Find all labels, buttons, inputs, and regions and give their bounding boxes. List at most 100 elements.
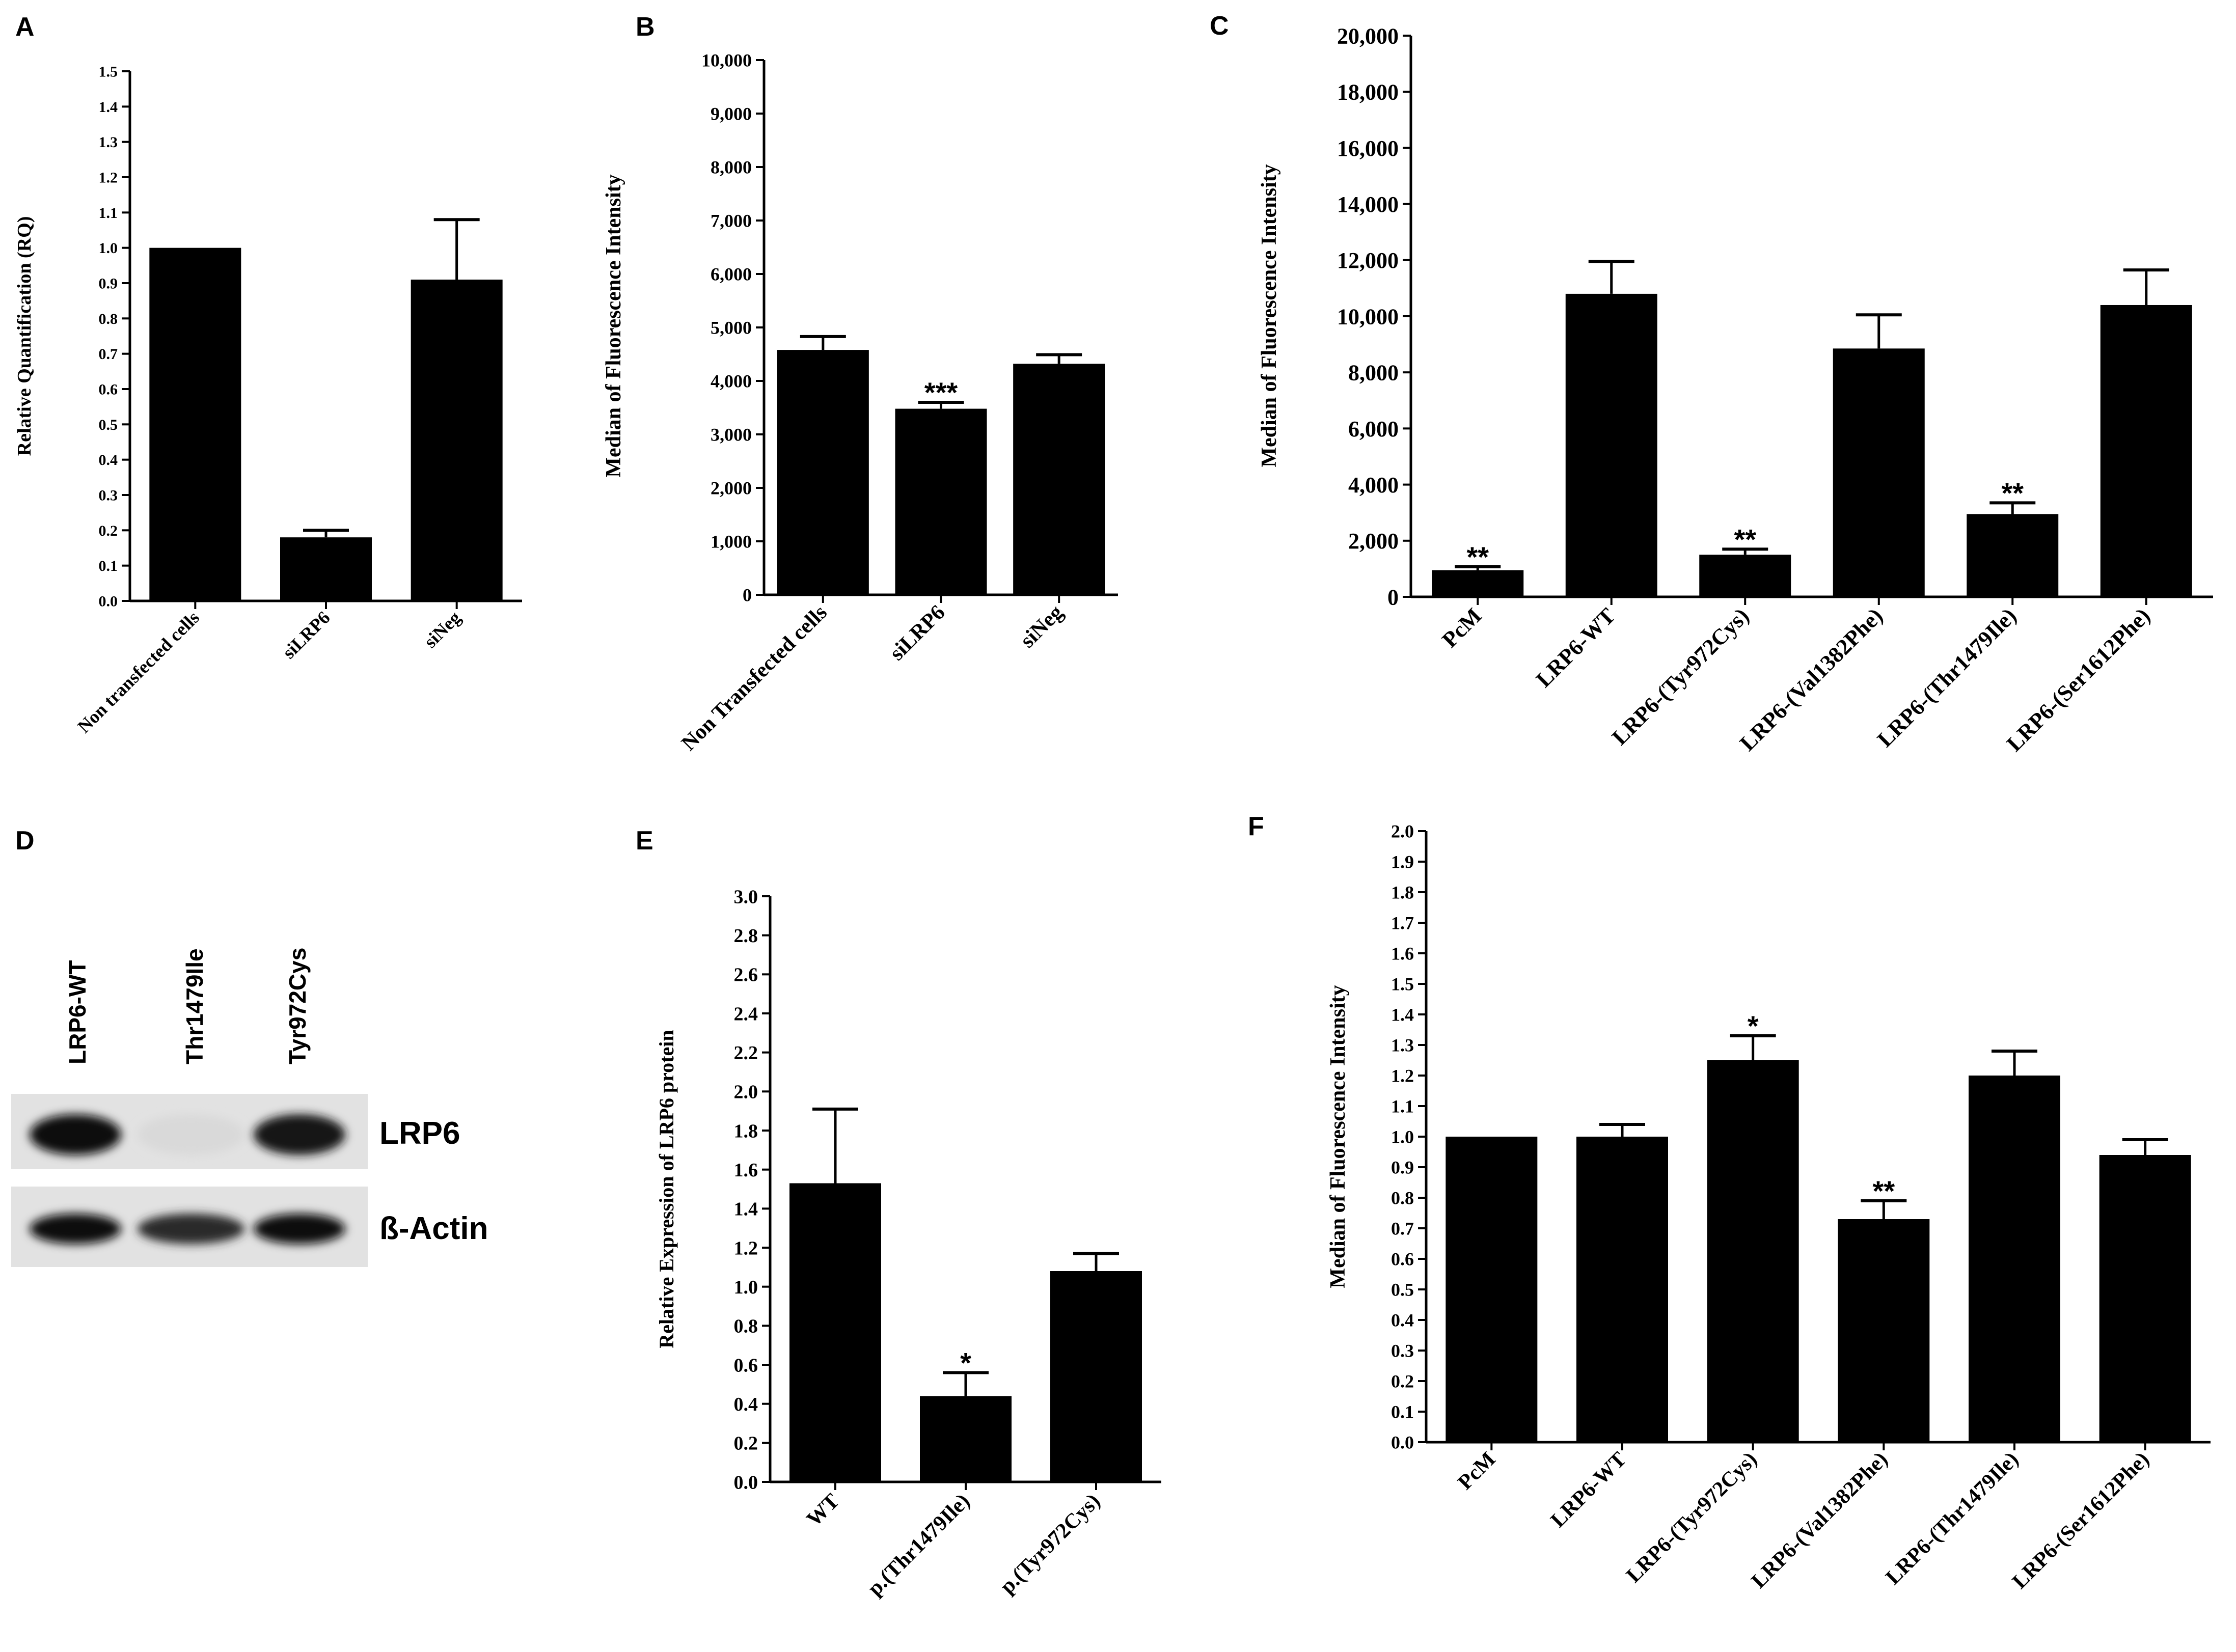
y-tick-label: 1.2 [1391,1066,1414,1086]
y-tick-label: 2.0 [734,1082,758,1103]
significance-marker: * [1748,1010,1759,1042]
panel-d: D LRP6-WT Thr1479Ile Tyr972Cys LRP6 ß-Actin [11,826,488,1267]
y-tick-label: 0.1 [99,558,118,574]
y-tick-label: 0.3 [1391,1341,1414,1361]
y-tick-label: 1.0 [1391,1127,1414,1147]
bar [789,1183,881,1482]
panel-a: A 0.0 0.1 0.2 0.3 0.4 0.5 0.6 0.7 0.8 0.9 1.0 1.1 1.2… [14,12,522,737]
category-label: PcM [1454,1448,1501,1495]
panel-letter-f: F [1248,812,1264,841]
y-axis-label: Median of Fluorescence Intensity [602,174,625,477]
y-tick-label: 0.2 [1391,1371,1414,1392]
y-tick-label: 6,000 [711,264,752,285]
y-tick-label: 0.5 [1391,1280,1414,1300]
blot-band [254,1214,345,1244]
y-tick-label: 0.9 [99,276,118,292]
y-tick-label: 0.7 [99,346,118,363]
y-tick-label: 1.5 [99,64,118,80]
blot-band [138,1214,244,1244]
bar [895,408,987,595]
y-tick-label: 2.0 [1391,821,1414,842]
y-tick-label: 0.9 [1391,1158,1414,1178]
blot-lane-label: Thr1479Ile [181,948,208,1064]
category-label: siNeg [1016,601,1068,653]
panel-c: C 0 2,000 4,000 6,000 8,000 10,000 12,000 14,000… [1210,11,2213,756]
y-tick-label: 8,000 [1348,361,1399,386]
y-tick-label: 1.0 [734,1277,758,1298]
bar [1050,1271,1142,1482]
category-label: LRP6-(Tyr972Cys) [1622,1448,1761,1587]
y-tick-label: 0.4 [1391,1310,1414,1331]
y-tick-label: 0.5 [99,417,118,433]
y-tick-label: 1.5 [1391,974,1414,995]
bar [1707,1060,1799,1442]
panel-b: B 0 1,000 2,000 3,000 4,000 5,000 6,000 7,000 8,0… [602,12,1118,755]
y-tick-label: 12,000 [1337,248,1399,273]
bar [1576,1137,1668,1442]
bar [1699,555,1791,597]
y-tick-label: 10,000 [701,50,752,71]
bar [2099,1155,2191,1442]
y-tick-label: 1.1 [1391,1096,1414,1117]
bar [1446,1137,1538,1442]
significance-marker: ** [1734,523,1756,555]
y-tick-label: 0.8 [99,311,118,327]
y-tick-label: 0.4 [734,1394,758,1415]
category-label: siNeg [420,607,465,652]
significance-marker: *** [924,376,958,408]
y-tick-label: 14,000 [1337,192,1399,217]
significance-marker: ** [1466,541,1489,573]
category-label: siLRP6 [885,601,950,666]
y-tick-label: 1.7 [1391,913,1414,933]
y-tick-label: 1.2 [734,1237,758,1259]
y-tick-label: 0.6 [99,381,118,398]
y-tick-label: 1.6 [1391,944,1414,964]
blot-band [254,1114,345,1155]
category-label: siLRP6 [279,607,334,663]
y-tick-label: 2.8 [734,925,758,947]
category-label: LRP6-WT [1546,1448,1631,1532]
y-tick-label: 8,000 [711,157,752,178]
y-tick-label: 16,000 [1337,136,1399,161]
y-tick-label: 1.0 [99,240,118,257]
category-label: Non Transfected cells [677,601,832,756]
y-axis-label: Median of Fluorescence Intensity [1258,164,1281,467]
y-tick-label: 18,000 [1337,80,1399,105]
y-tick-label: 1.4 [99,99,118,116]
y-tick-label: 1.9 [1391,852,1414,872]
y-tick-label: 0.3 [99,487,118,504]
y-tick-label: 0.4 [99,452,118,469]
panel-f: F 0.0 0.1 0.2 0.3 0.4 0.5 0.6 0.7 0.8 0.9 1.0 1.1 1.2… [1248,812,2211,1593]
category-label: LRP6-WT [1531,603,1620,692]
y-tick-label: 1,000 [711,532,752,552]
y-tick-label: 2,000 [711,478,752,499]
y-tick-label: 0 [743,585,752,605]
category-label: Non transfected cells [73,607,203,737]
y-tick-label: 1.3 [1391,1035,1414,1056]
y-tick-label: 1.2 [99,170,118,186]
category-label: LRP6-(Val1382Phe) [1735,603,1888,756]
y-tick-label: 3.0 [734,886,758,907]
panel-letter-b: B [636,12,655,42]
y-tick-label: 0.1 [1391,1402,1414,1422]
blot-band [138,1114,244,1155]
bar [1969,1076,2060,1442]
blot-row-label: ß-Actin [379,1211,488,1246]
category-label: LRP6-(Ser1612Phe) [2008,1448,2154,1594]
y-tick-label: 1.6 [734,1160,758,1181]
category-label: LRP6-(Ser1612Phe) [2002,603,2155,756]
category-label: p.(Tyr972Cys) [996,1490,1105,1599]
y-tick-label: 1.3 [99,134,118,151]
category-label: LRP6-(Tyr972Cys) [1607,603,1754,750]
bar [1967,514,2059,597]
y-tick-label: 2.4 [734,1003,758,1025]
y-tick-label: 4,000 [1348,473,1399,498]
bar [777,350,869,595]
y-tick-label: 4,000 [711,371,752,392]
y-axis-label: Relative Quantification (RQ) [14,216,35,456]
y-tick-label: 1.1 [99,205,118,222]
significance-marker: ** [1873,1175,1895,1207]
y-tick-label: 0.2 [734,1433,758,1454]
bar [1838,1219,1930,1442]
